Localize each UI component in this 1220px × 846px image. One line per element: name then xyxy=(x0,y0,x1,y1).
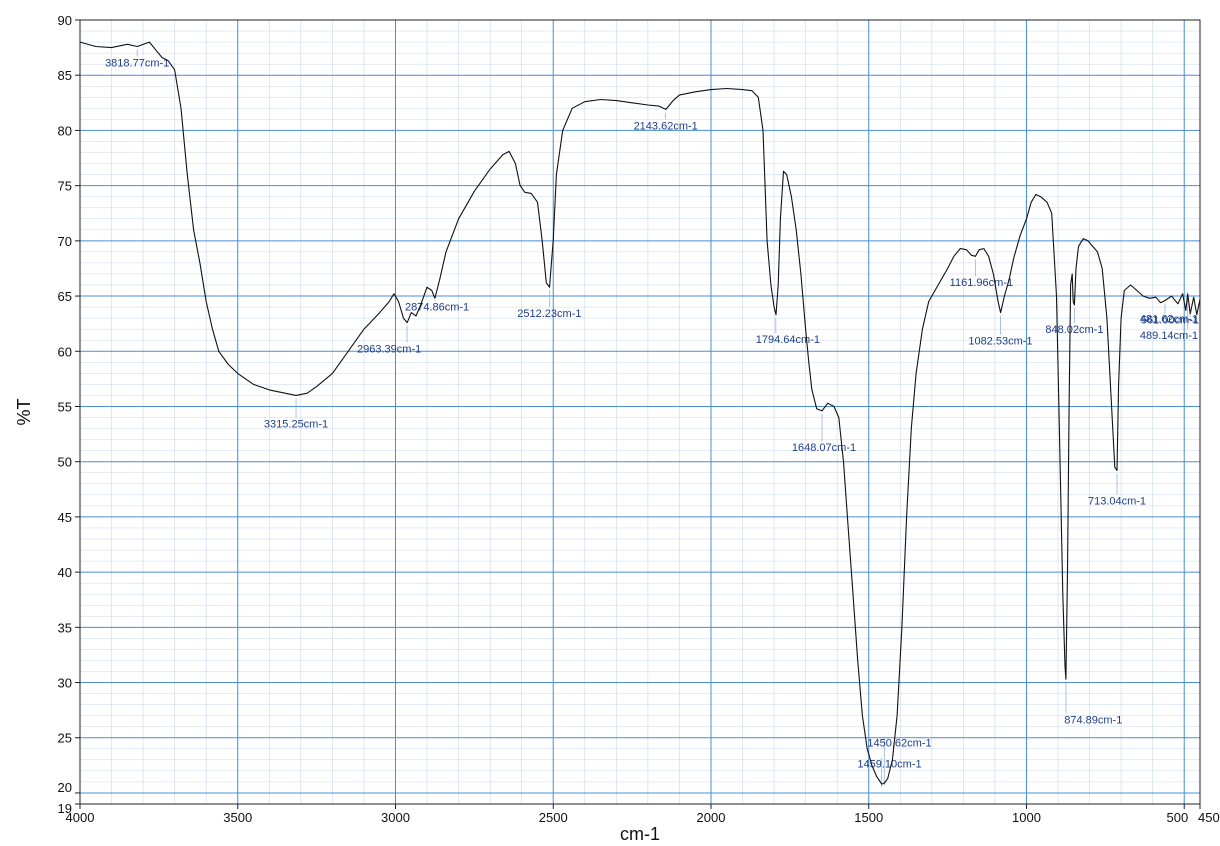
y-tick-label: 35 xyxy=(58,620,72,635)
y-tick-label: 19 xyxy=(58,801,72,816)
peak-label: 848.02cm-1 xyxy=(1045,324,1103,336)
peak-label: 481.62cm-1 xyxy=(1140,314,1198,326)
peak-label: 1648.07cm-1 xyxy=(792,442,856,454)
peak-label: 2874.86cm-1 xyxy=(405,301,469,313)
y-tick-label: 75 xyxy=(58,179,72,194)
y-axis-label: %T xyxy=(14,398,34,425)
x-tick-label: 450 xyxy=(1198,810,1220,825)
spectrum-line xyxy=(79,41,1201,785)
peak-label: 3315.25cm-1 xyxy=(264,418,328,430)
peak-label: 561.00cm-1 xyxy=(1141,315,1199,327)
y-tick-label: 80 xyxy=(58,123,72,138)
x-tick-label: 1000 xyxy=(1012,810,1041,825)
y-tick-label: 70 xyxy=(58,234,72,249)
peak-label: 2143.62cm-1 xyxy=(634,120,698,132)
x-axis-label: cm-1 xyxy=(620,824,660,844)
y-tick-label: 30 xyxy=(58,676,72,691)
y-tick-label: 25 xyxy=(58,731,72,746)
peak-label: 1082.53cm-1 xyxy=(968,336,1032,348)
x-tick-label: 3000 xyxy=(381,810,410,825)
y-tick-label: 45 xyxy=(58,510,72,525)
major-grid xyxy=(80,20,1200,804)
peak-label: 874.89cm-1 xyxy=(1064,714,1122,726)
x-tick-label: 2000 xyxy=(697,810,726,825)
y-tick-label: 90 xyxy=(58,13,72,28)
y-tick-label: 85 xyxy=(58,68,72,83)
x-tick-label: 2500 xyxy=(539,810,568,825)
peak-label: 2963.39cm-1 xyxy=(357,344,421,356)
x-tick-label: 3500 xyxy=(223,810,252,825)
x-tick-label: 4000 xyxy=(66,810,95,825)
plot-frame xyxy=(79,19,1201,805)
y-tick-label: 50 xyxy=(58,455,72,470)
y-tick-label: 65 xyxy=(58,289,72,304)
peak-label: 1459.10cm-1 xyxy=(857,759,921,771)
peak-label: 2512.23cm-1 xyxy=(517,308,581,320)
peak-label: 713.04cm-1 xyxy=(1088,496,1146,508)
y-tick-labels: 90 85 80 75 70 65 60 55 50 45 40 35 30 25 20 19 xyxy=(58,13,80,816)
peak-label: 489.14cm-1 xyxy=(1140,330,1198,342)
peak-label: 1794.64cm-1 xyxy=(756,334,820,346)
y-tick-label: 60 xyxy=(58,344,72,359)
peak-label: 1450.62cm-1 xyxy=(867,738,931,750)
peak-label: 3818.77cm-1 xyxy=(105,58,169,70)
x-tick-labels: 4000 3500 3000 2500 2000 1500 1000 500 450 xyxy=(66,804,1220,825)
peak-annotations: 3818.77cm-1 3315.25cm-1 2963.39cm-1 2874.86… xyxy=(105,49,1199,788)
peak-label: 1161.96cm-1 xyxy=(950,277,1013,289)
y-tick-label: 55 xyxy=(58,399,72,414)
x-tick-label: 500 xyxy=(1167,810,1189,825)
y-tick-label: 20 xyxy=(58,780,72,795)
y-tick-label: 40 xyxy=(58,565,72,580)
x-tick-label: 1500 xyxy=(854,810,883,825)
